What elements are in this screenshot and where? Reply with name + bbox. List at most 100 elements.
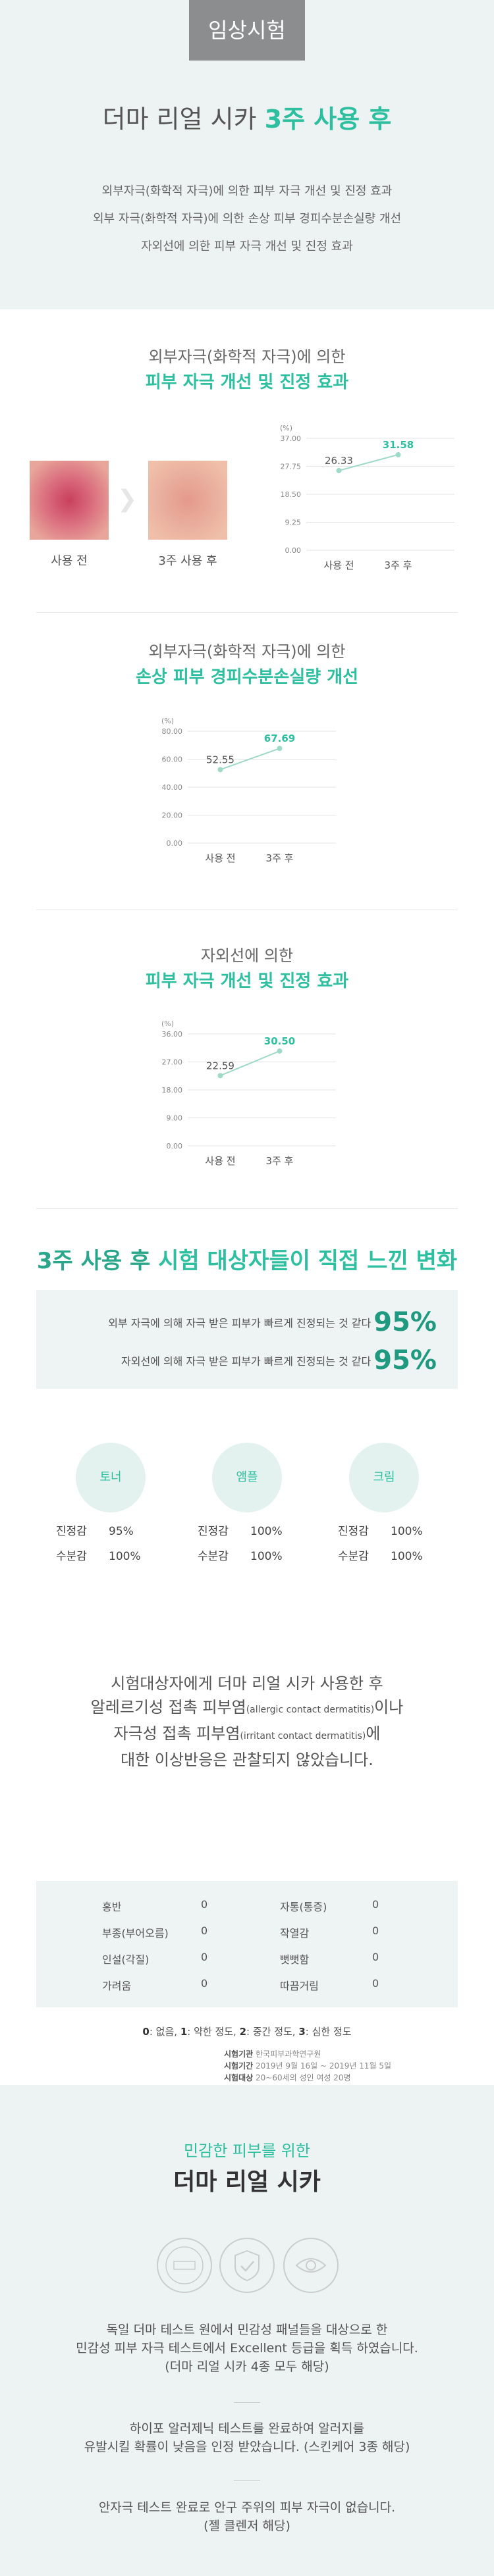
symptoms-box: 홍반 0 부종(부어오름) 0 인설(각질) 0 가려움 0 자통(통증) 0 작열감 0 … (36, 1881, 458, 2007)
data-label: 26.33 (325, 455, 353, 467)
section3-title: 피부 자극 개선 및 진정 효과 (145, 971, 349, 991)
data-point (217, 1073, 223, 1079)
section1-title: 피부 자극 개선 및 진정 효과 (145, 373, 349, 392)
test-meta: 시험기관 한국피부과학연구원 시험기간 2019년 9월 16일 ~ 2019년… (224, 2049, 392, 2082)
safety-statement: 시험대상자에게 더마 리얼 시카 사용한 후 알레르기성 접촉 피부염(alle… (90, 1674, 404, 1769)
symptom-row: 인설(각질) 0 (102, 1951, 208, 1966)
bottom-para-eye-test: 안자극 테스트 완료로 안구 주위의 피부 자극이 없습니다. (젤 클렌저 해… (98, 2500, 396, 2533)
y-unit-label: (%) (280, 424, 292, 432)
eye-icon (283, 2238, 339, 2293)
bottom-para-derma-test: 독일 더마 테스트 원에서 민감성 패널들을 대상으로 한 민감성 피부 자극 … (76, 2323, 418, 2374)
bottom-separator (234, 2480, 260, 2481)
y-tick-label: 18.50 (281, 490, 302, 499)
symptom-row: 자통(통증) 0 (280, 1898, 379, 1913)
sensitive-skin-section: 민감한 피부를 위한 더마 리얼 시카 독일 더마 테스트 원에서 민감성 패널… (0, 2085, 494, 2576)
section2-subtitle: 외부자극(화학적 자극)에 의한 (148, 642, 346, 661)
y-tick-label: 9.00 (167, 1114, 183, 1123)
feel-stats-box: 외부 자극에 의해 자극 받은 피부가 빠르게 진정되는 것 같다 95% 자외선… (36, 1290, 458, 1389)
y-tick-label: 0.00 (285, 546, 302, 555)
y-tick-label: 27.00 (162, 1058, 183, 1067)
intro-title-highlight: 3주 사용 후 (264, 105, 392, 134)
y-tick-label: 18.00 (162, 1086, 183, 1095)
bottom-title: 더마 리얼 시카 (173, 2169, 321, 2196)
data-point (336, 468, 342, 474)
product-stat: 수분감 100% (56, 1550, 141, 1563)
symptom-row: 따끔거림 0 (280, 1977, 379, 1992)
bottom-subtitle: 민감한 피부를 위한 (184, 2142, 310, 2160)
series-line (220, 1050, 280, 1077)
data-label: 30.50 (264, 1035, 295, 1047)
section2-title: 손상 피부 경피수분손실량 개선 (135, 667, 359, 687)
y-tick-label: 0.00 (167, 839, 183, 848)
product-stat: 수분감 100% (338, 1550, 423, 1563)
intro-section: 임상시험 더마 리얼 시카 3주 사용 후 외부자극(화학적 자극)에 의한 피… (0, 0, 494, 309)
y-unit-label: (%) (161, 1019, 174, 1028)
chart-tewl-improvement: (%) 0.00 20.00 40.00 60.00 80.00 52.55 사용 전 67.6… (161, 717, 336, 864)
section1-subtitle: 외부자극(화학적 자극)에 의한 (148, 348, 346, 366)
chart-uv-irritation: (%) 0.00 9.00 18.00 27.00 36.00 22.59 사용 전 30.50… (161, 1019, 336, 1167)
x-tick-label: 사용 전 (323, 559, 354, 571)
intro-title-product: 더마 리얼 시카 (102, 105, 257, 134)
intro-title: 더마 리얼 시카 3주 사용 후 (0, 99, 494, 135)
symptom-row: 작열감 0 (280, 1924, 379, 1940)
product-stat: 진정감 100% (198, 1525, 283, 1538)
chart-irritation-improvement: (%) 0.00 9.25 18.50 27.75 37.00 26.33 사용 전 31.58… (280, 424, 454, 571)
product-circle-cream: 크림 (349, 1443, 419, 1512)
y-tick-label: 27.75 (281, 463, 302, 471)
clinical-test-tag: 임상시험 (189, 0, 305, 61)
data-point (277, 746, 283, 752)
y-tick-label: 40.00 (162, 783, 183, 792)
y-tick-label: 80.00 (162, 727, 183, 736)
data-label: 67.69 (264, 733, 295, 744)
skin-after-image (148, 461, 227, 540)
after-caption: 3주 사용 후 (158, 554, 217, 568)
feel-heading-rest: 시험 대상자들이 직접 느낀 변화 (158, 1248, 458, 1274)
symptom-row: 부종(부어오름) 0 (102, 1924, 208, 1940)
data-label: 52.55 (206, 754, 234, 765)
y-tick-label: 20.00 (162, 811, 183, 820)
x-tick-label: 사용 전 (205, 852, 235, 864)
bottom-para-hypoallergenic: 하이포 알러제닉 테스트를 완료하여 알러지를 유발시킬 확률이 낮음을 인정 … (84, 2421, 410, 2454)
intro-effect: 외부 자극(화학적 자극)에 의한 손상 피부 경피수분손실량 개선 (92, 212, 402, 226)
section-divider (36, 1208, 458, 1209)
data-label: 22.59 (206, 1060, 234, 1071)
severity-scale: 0: 없음, 1: 약한 정도, 2: 중간 정도, 3: 심한 정도 (142, 2026, 352, 2038)
feel-heading-bold: 3주 사용 후 (36, 1248, 151, 1274)
intro-effects-list: 외부자극(화학적 자극)에 의한 피부 자극 개선 및 진정 효과 외부 자극(… (0, 178, 494, 261)
y-unit-label: (%) (161, 717, 174, 725)
feel-stat-row: 자외선에 의해 자극 받은 피부가 빠르게 진정되는 것 같다 95% (121, 1345, 437, 1376)
y-tick-label: 60.00 (162, 756, 183, 764)
symptom-row: 뻣뻣함 0 (280, 1951, 379, 1966)
data-point (395, 451, 401, 457)
shield-check-icon (219, 2238, 275, 2293)
symptom-row: 가려움 0 (102, 1977, 208, 1992)
feel-stat-value: 95% (373, 1345, 437, 1376)
data-point (277, 1048, 283, 1054)
skin-before-image (30, 461, 109, 540)
section-divider (36, 612, 458, 613)
x-tick-label: 3주 후 (266, 852, 294, 864)
data-point (217, 767, 223, 773)
intro-effect: 자외선에 의한 피부 자극 개선 및 진정 효과 (141, 240, 353, 253)
y-tick-label: 9.25 (285, 519, 302, 527)
product-stat: 진정감 100% (338, 1525, 423, 1538)
badge-icon (157, 2238, 212, 2293)
series-line (339, 453, 398, 471)
y-tick-label: 37.00 (281, 434, 302, 443)
x-tick-label: 3주 후 (385, 559, 412, 571)
symptom-row: 홍반 0 (102, 1898, 208, 1913)
product-circle-toner: 토너 (76, 1443, 146, 1512)
y-tick-label: 36.00 (162, 1030, 183, 1039)
feel-heading: 3주 사용 후 시험 대상자들이 직접 느낀 변화 (0, 1243, 494, 1275)
y-tick-label: 0.00 (167, 1142, 183, 1150)
x-tick-label: 3주 후 (266, 1155, 294, 1167)
data-label: 31.58 (383, 439, 414, 451)
product-circle-ampoule: 앰플 (212, 1443, 282, 1512)
x-tick-label: 사용 전 (205, 1155, 235, 1167)
arrow-right-icon: ❯ (117, 486, 138, 513)
product-stat: 진정감 95% (56, 1525, 134, 1538)
product-stat: 수분감 100% (198, 1550, 283, 1563)
section3-subtitle: 자외선에 의한 (200, 946, 294, 965)
feel-stat-row: 외부 자극에 의해 자극 받은 피부가 빠르게 진정되는 것 같다 95% (108, 1307, 437, 1337)
bottom-separator (234, 2402, 260, 2403)
